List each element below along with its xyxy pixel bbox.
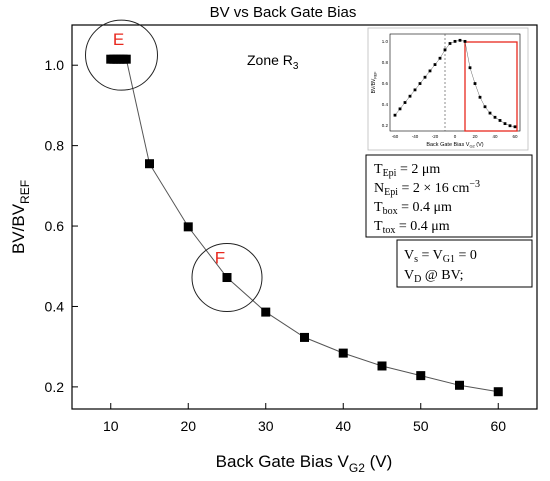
inset-data-point	[423, 75, 427, 79]
inset-data-point	[428, 69, 432, 73]
inset-y-tick-label: 0.2	[382, 123, 389, 128]
y-tick-label: 0.4	[45, 298, 65, 314]
zone-label: Zone R3	[247, 52, 299, 72]
inset-y-axis-label: BV/BVREF	[371, 72, 378, 94]
marker-circle	[85, 19, 158, 91]
inset-y-tick-label: 1.0	[382, 39, 389, 44]
data-point	[183, 222, 193, 232]
parameter-line: TEpi = 2 μm	[374, 162, 440, 179]
parameter-line: Ttox = 0.4 μm	[374, 219, 450, 236]
inset-y-tick-label: 0.4	[382, 102, 389, 107]
inset-data-point	[393, 113, 397, 117]
inset-data-point	[448, 42, 452, 45]
inset-data-point	[483, 105, 487, 109]
bias-line: Vs = VG1 = 0	[404, 248, 477, 265]
y-tick-label: 0.8	[45, 138, 65, 154]
y-tick-label: 1.0	[45, 57, 65, 73]
y-tick-label: 0.2	[45, 379, 65, 395]
inset-data-point	[488, 111, 492, 115]
x-tick-label: 50	[413, 418, 429, 434]
inset-data-point	[503, 122, 507, 126]
bias-conditions-box	[396, 239, 533, 288]
inset-data-point	[398, 107, 402, 111]
x-tick-label: 10	[103, 418, 119, 434]
inset-data-point	[458, 38, 462, 42]
bias-conditions-list: Vs = VG1 = 0 VD @ BV;	[404, 248, 477, 285]
data-point	[145, 159, 154, 169]
inset-data-point	[508, 124, 512, 128]
inset-x-tick-label: -40	[412, 134, 419, 139]
x-tick-label: 20	[180, 418, 196, 434]
plot-frame	[71, 24, 538, 410]
inset-x-tick-label: 40	[492, 134, 498, 139]
inset-data-point	[498, 119, 502, 122]
y-axis-label: BV/BVREF	[9, 180, 32, 254]
data-point	[261, 307, 271, 317]
inset-highlight-box	[464, 41, 518, 132]
bias-line: VD @ BV;	[404, 268, 464, 285]
inset-data-point	[468, 66, 472, 70]
inset-x-tick-label: -60	[392, 134, 399, 139]
data-point	[416, 371, 426, 381]
inset-data-point	[438, 56, 442, 60]
data-point	[222, 273, 232, 283]
inset-x-tick-label: 0	[454, 134, 457, 139]
inset-data-point	[403, 101, 407, 104]
data-point	[338, 348, 348, 358]
data-point	[493, 387, 503, 397]
inset-data-point	[463, 39, 467, 43]
inset-chart: -60 -40 -20 0 20 40 60 0.2 0.4 0.6 0.8 1.0 Back Gate…	[367, 27, 529, 151]
parameter-line: NEpi = 2 × 16 cm−3	[374, 179, 480, 198]
inset-y-tick-label: 0.8	[382, 60, 389, 65]
inset-data-point	[478, 95, 482, 99]
data-point	[300, 332, 309, 342]
data-point	[121, 54, 131, 64]
series-points	[106, 54, 503, 397]
inset-data-point	[413, 88, 417, 92]
x-axis-ticks: 10 20 30 40 50 60	[103, 403, 506, 434]
x-axis-label: Back Gate Bias VG2 (V)	[216, 452, 393, 475]
x-tick-label: 40	[335, 418, 351, 434]
y-tick-label: 0.6	[45, 218, 65, 234]
inset-y-tick-label: 0.6	[382, 81, 389, 86]
chart-title: BV vs Back Gate Bias	[210, 4, 357, 21]
annotations: EF	[85, 19, 263, 313]
x-tick-label: 30	[258, 418, 274, 434]
marker-label: F	[215, 249, 225, 268]
inset-data-point	[453, 39, 457, 43]
x-tick-label: 60	[490, 418, 506, 434]
inset-data-point	[513, 125, 517, 129]
marker-circle	[191, 243, 263, 313]
inset-x-tick-label: 20	[472, 134, 478, 139]
parameters-box	[365, 154, 533, 238]
inset-frame	[389, 33, 521, 132]
inset-x-tick-label: -20	[432, 134, 439, 139]
parameter-line: Tbox = 0.4 μm	[374, 200, 452, 217]
inset-data-point	[418, 82, 422, 85]
inset-data-point	[493, 115, 497, 119]
marker-label: E	[113, 30, 124, 49]
inset-x-axis-label: Back Gate Bias VG2 (V)	[426, 142, 483, 149]
inset-data-point	[473, 82, 477, 85]
y-axis-ticks: 0.2 0.4 0.6 0.8 1.0	[45, 57, 78, 395]
inset-data-point	[433, 63, 437, 66]
inset-data-point	[443, 48, 447, 52]
inset-data-point	[408, 94, 412, 98]
data-point	[455, 380, 464, 390]
inset-background	[367, 27, 529, 151]
data-point	[377, 361, 387, 371]
inset-x-tick-label: 60	[512, 134, 518, 139]
